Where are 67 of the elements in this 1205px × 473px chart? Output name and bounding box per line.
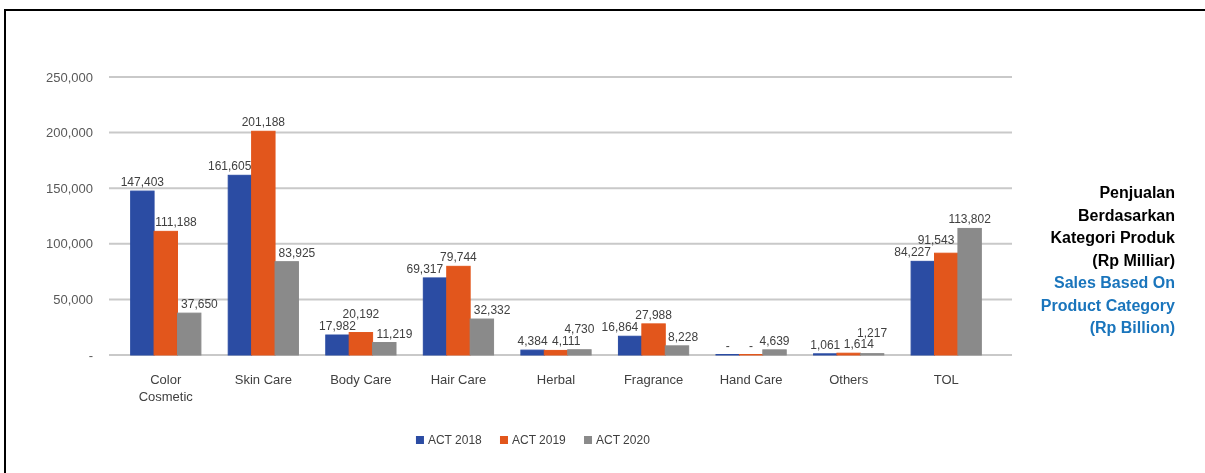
- data-label: 37,650: [181, 297, 219, 312]
- data-label: 17,982: [319, 319, 357, 333]
- bar: [520, 349, 545, 356]
- x-tick-label: TOL: [933, 372, 959, 387]
- bar: [543, 349, 569, 356]
- bar: [274, 261, 299, 356]
- data-label: 1,061: [810, 337, 841, 352]
- bar: [153, 230, 178, 356]
- x-tick-label: Hand Care: [719, 372, 783, 387]
- x-tick-label: Skin Care: [234, 372, 292, 387]
- bar: [325, 334, 350, 356]
- bar: [762, 349, 787, 356]
- data-label: 1,217: [857, 325, 888, 340]
- legend-label: ACT 2020: [596, 433, 651, 448]
- bar: [910, 260, 936, 356]
- data-label: 147,403: [120, 175, 165, 190]
- bar: [372, 342, 397, 356]
- bar: [664, 345, 690, 356]
- bar: [130, 190, 155, 356]
- text: Sales Based On Product Category (Rp Billion): [1040, 274, 1176, 336]
- y-tick-label: 100,000: [46, 236, 93, 252]
- bar: [934, 252, 959, 356]
- data-label: 4,639: [759, 333, 790, 348]
- bar: [227, 174, 253, 356]
- y-tick-label: 200,000: [46, 125, 93, 141]
- bar: [469, 318, 495, 356]
- legend-label: ACT 2019: [511, 433, 567, 448]
- text: Penjualan Berdasarkan Kategori Produk (Rp Milliar): [1050, 184, 1176, 269]
- bar: [446, 265, 471, 356]
- bar: [348, 332, 374, 356]
- data-label: 4,384: [517, 334, 548, 349]
- data-label: 83,925: [278, 245, 316, 260]
- legend-label: ACT 2018: [427, 433, 483, 448]
- data-label: 8,228: [668, 329, 699, 344]
- data-label: 16,864: [601, 320, 639, 335]
- y-tick-label: 50,000: [53, 291, 93, 307]
- x-tick-label: Hair Care: [430, 372, 487, 387]
- data-label: 11,219: [376, 326, 413, 341]
- data-label: 111,188: [155, 215, 198, 230]
- data-label: 161,605: [208, 159, 252, 174]
- x-tick-label: Others: [829, 372, 869, 387]
- x-tick-label: Herbal: [536, 372, 576, 387]
- bar: [251, 130, 276, 356]
- y-tick-label: -: [88, 347, 93, 363]
- data-label: -: [749, 339, 754, 353]
- bar: [957, 227, 982, 356]
- data-label: 32,332: [473, 303, 511, 318]
- data-label: -: [725, 339, 730, 353]
- x-tick-label: Fragrance: [623, 372, 684, 387]
- bar: [176, 312, 202, 356]
- data-label: 113,802: [948, 212, 992, 227]
- data-label: 27,988: [635, 307, 673, 322]
- bar: [641, 323, 666, 356]
- x-tick-label: Color Cosmetic: [138, 372, 194, 404]
- data-label: 201,188: [241, 115, 286, 130]
- data-label: 4,111: [552, 334, 581, 349]
- y-tick-label: 250,000: [46, 69, 93, 85]
- bar: [422, 277, 448, 356]
- y-tick-label: 150,000: [46, 180, 93, 196]
- bar: [617, 335, 643, 356]
- data-label: 1,614: [843, 337, 875, 352]
- x-tick-label: Body Care: [330, 372, 392, 387]
- data-label: 84,227: [894, 245, 932, 260]
- bar: [567, 349, 592, 356]
- data-label: 91,543: [917, 233, 955, 248]
- data-label: 4,730: [564, 321, 595, 336]
- data-label: 20,192: [342, 306, 380, 321]
